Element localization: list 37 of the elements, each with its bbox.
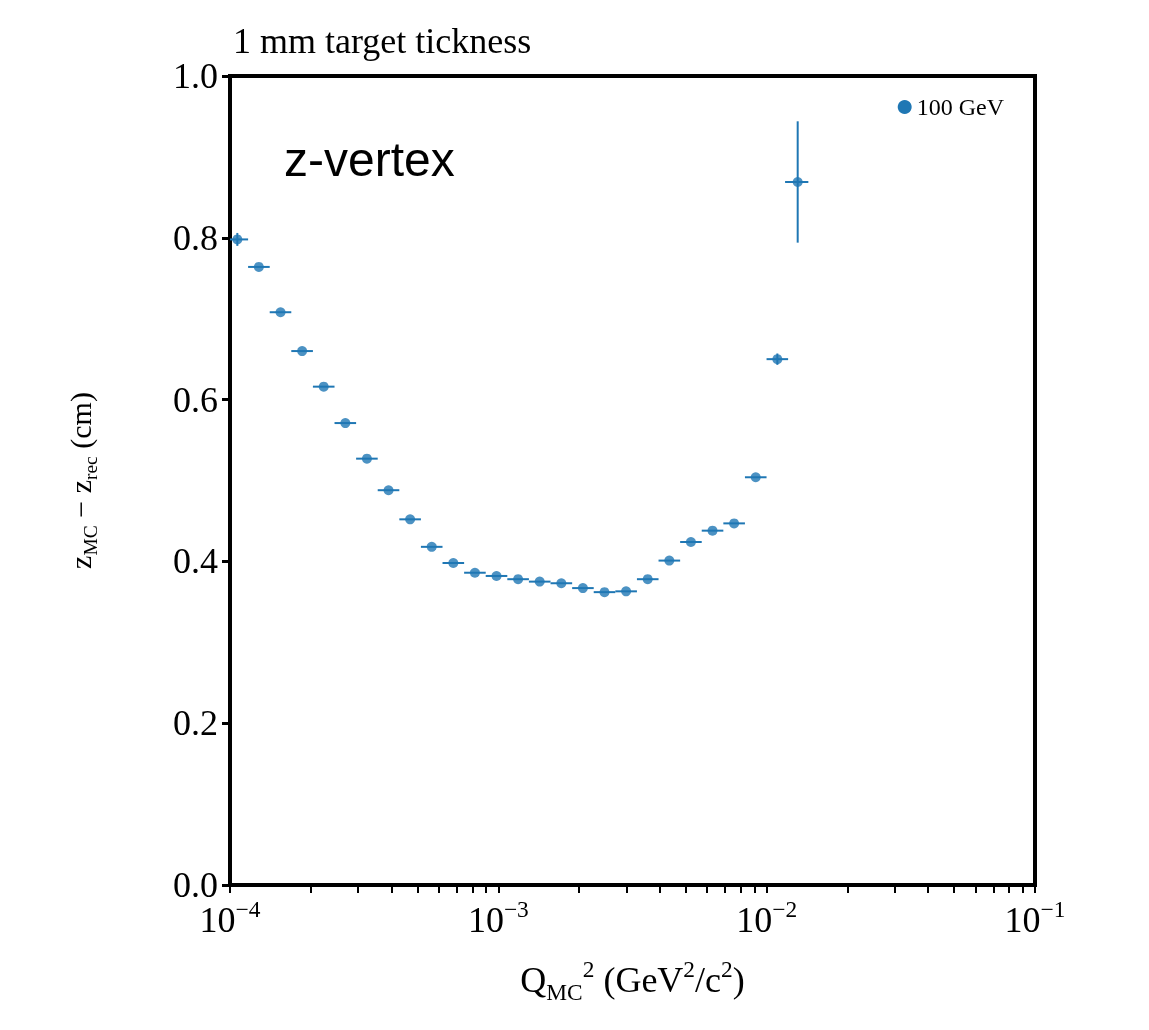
y-tick-label: 0.8	[173, 217, 218, 258]
legend-label: 100 GeV	[916, 94, 1005, 120]
point	[469, 567, 480, 578]
point	[318, 381, 329, 392]
y-tick-label: 0.0	[173, 865, 218, 905]
point	[772, 354, 783, 365]
point	[340, 418, 351, 429]
point	[707, 525, 718, 536]
point	[491, 570, 502, 581]
point	[534, 576, 545, 587]
annotation: z-vertex	[284, 132, 455, 186]
point	[361, 453, 372, 464]
y-axis-title: zMC − zrec (cm)	[64, 392, 101, 569]
point	[792, 176, 803, 187]
point	[642, 574, 653, 585]
point	[621, 586, 632, 597]
point	[275, 307, 286, 318]
point	[599, 587, 610, 598]
point	[729, 518, 740, 529]
point	[232, 234, 243, 245]
point	[448, 558, 459, 569]
point	[297, 346, 308, 357]
y-tick-label: 0.4	[173, 541, 218, 582]
point	[405, 514, 416, 525]
point	[556, 578, 567, 589]
point	[685, 536, 696, 547]
point	[750, 472, 761, 483]
point	[426, 541, 437, 552]
point	[513, 574, 524, 585]
y-tick-label: 0.6	[173, 379, 218, 420]
y-tick-label: 1.0	[173, 56, 218, 96]
point	[253, 261, 264, 272]
chart-title: 1 mm target tickness	[233, 21, 532, 61]
point	[664, 555, 675, 566]
point	[383, 485, 394, 496]
y-tick-label: 0.2	[173, 703, 218, 744]
point	[577, 583, 588, 594]
